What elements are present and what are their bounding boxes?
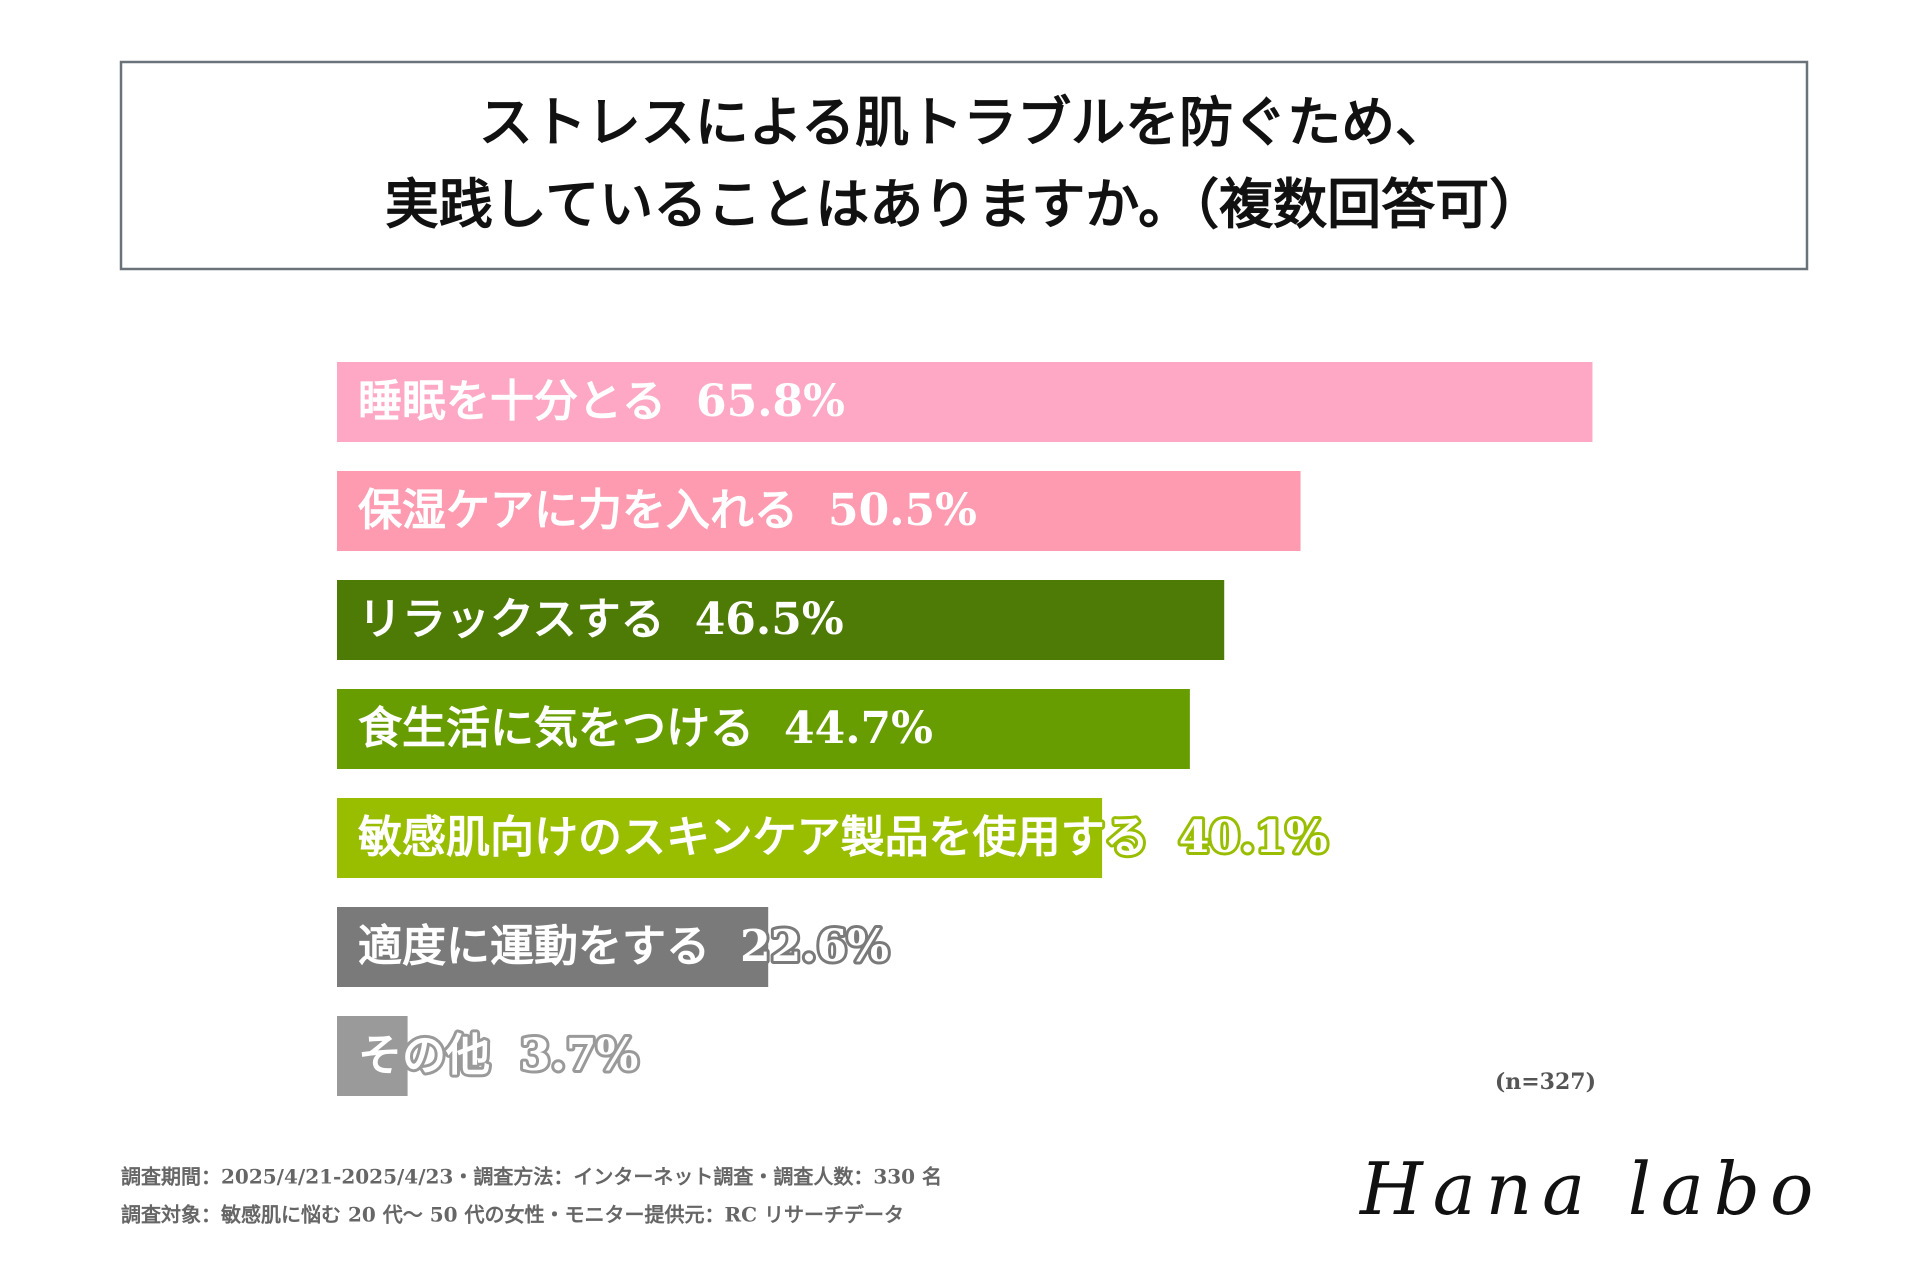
bar <box>337 471 1301 551</box>
category-label: 食生活に気をつける <box>358 703 754 754</box>
bar <box>337 798 1103 878</box>
value-label: 3.7% <box>520 1030 638 1081</box>
bar <box>337 580 1225 660</box>
bar <box>337 689 1190 769</box>
chart-title: 実践していることはありますか。（複数回答可） <box>385 172 1543 236</box>
bar-label: その他 3.7% <box>358 1030 638 1081</box>
bar <box>337 1016 408 1096</box>
value-label: 44.7% <box>784 703 933 754</box>
title-box <box>119 60 1809 271</box>
category-label: 睡眠を十分とる <box>358 376 666 427</box>
footnote: 調査期間：2025/4/21-2025/4/23・調査方法：インターネット調査・… <box>121 1165 942 1189</box>
value-label: 50.5% <box>828 485 977 536</box>
bar <box>337 907 769 987</box>
bar-label: 睡眠を十分とる 65.8% <box>358 376 845 427</box>
value-label: 40.1% <box>1179 812 1328 863</box>
value-label: 65.8% <box>696 376 845 427</box>
sample-note: (n=327) <box>1495 1069 1596 1095</box>
bar-label: 適度に運動をする 22.6% <box>358 921 889 972</box>
category-label: リラックスする <box>358 594 665 645</box>
bar <box>337 362 1593 442</box>
value-label: 22.6% <box>740 921 889 972</box>
category-label: 敏感肌向けのスキンケア製品を使用する <box>358 812 1149 863</box>
bar-label: 食生活に気をつける 44.7% <box>358 703 933 754</box>
bar-label: 保湿ケアに力を入れる 50.5% <box>358 485 977 536</box>
chart-title: ストレスによる肌トラブルを防ぐため、 <box>479 90 1449 154</box>
value-label: 46.5% <box>695 594 844 645</box>
footnote: 調査対象：敏感肌に悩む 20 代〜 50 代の女性・モニター提供元：RC リサー… <box>121 1203 904 1227</box>
category-label: 適度に運動をする <box>358 921 710 972</box>
category-label: 保湿ケアに力を入れる <box>358 485 798 536</box>
bar-label: 敏感肌向けのスキンケア製品を使用する 40.1% <box>358 812 1328 863</box>
bar-label: リラックスする 46.5% <box>358 594 844 645</box>
logo: Hana labo <box>1358 1147 1823 1231</box>
category-label: その他 <box>358 1030 490 1081</box>
